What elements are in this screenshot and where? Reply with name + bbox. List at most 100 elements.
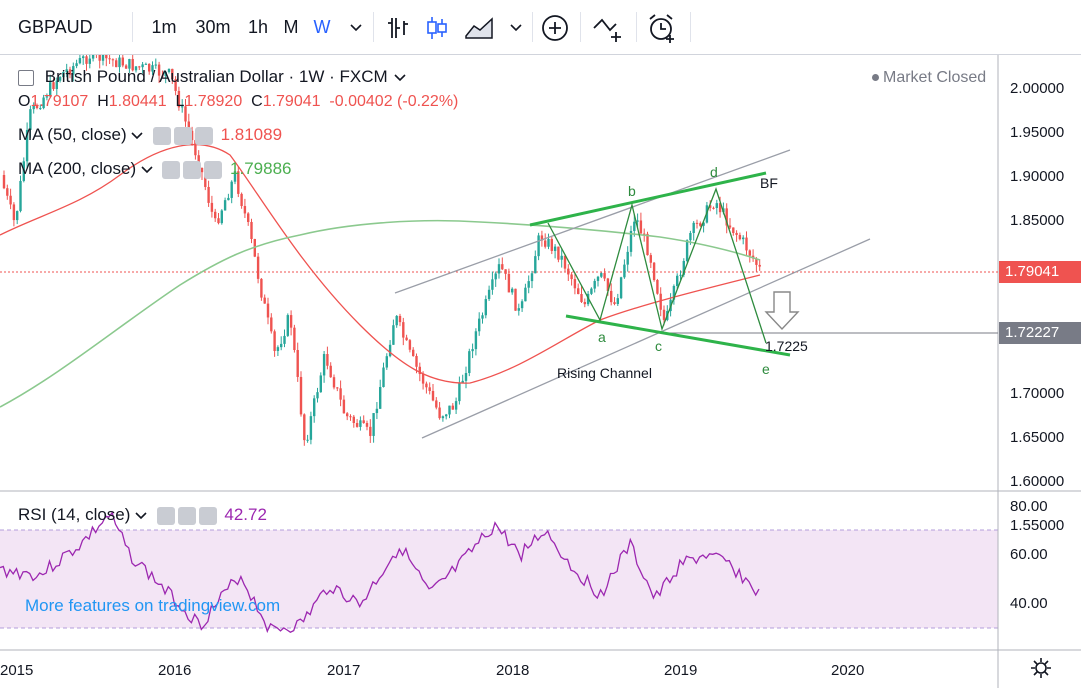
candle-body — [676, 275, 679, 287]
candle-body — [313, 398, 316, 417]
compare-icon — [593, 18, 621, 43]
area-style-button[interactable] — [462, 0, 496, 54]
candle-body — [418, 366, 421, 375]
candles-style-button[interactable] — [422, 0, 452, 54]
pattern-lower-line[interactable] — [565, 314, 791, 357]
candle-body — [421, 374, 425, 384]
interval-w-button[interactable]: W — [313, 17, 331, 37]
compare-button[interactable] — [590, 0, 626, 54]
wave-a-label: a — [598, 329, 606, 345]
candle-body — [227, 197, 230, 201]
candle-body — [72, 66, 75, 75]
chart-canvas[interactable]: 2.00000 1.95000 1.90000 1.85000 1.70000 … — [0, 55, 1081, 688]
candle-body — [689, 233, 692, 241]
ma200-legend[interactable]: MA (200, close) 1.79886 — [18, 159, 291, 179]
close-icon[interactable] — [204, 160, 223, 179]
interval-1h-button[interactable]: 1h — [247, 17, 269, 37]
candle-body — [6, 188, 9, 196]
collapse-icon[interactable] — [18, 69, 34, 86]
candle-body — [732, 227, 735, 233]
interval-1m-button[interactable]: 1m — [151, 17, 177, 37]
chevron-down-icon[interactable] — [141, 165, 153, 174]
close-icon[interactable] — [194, 126, 213, 145]
candle-body — [507, 273, 511, 293]
candle-body — [471, 349, 474, 352]
symbol-legend[interactable]: British Pound / Australian Dollar · 1W ·… — [18, 67, 406, 87]
candle-body — [319, 375, 322, 393]
level-price-tag: 1.72227 — [999, 322, 1081, 344]
candle-body — [379, 387, 382, 409]
candle-body — [448, 405, 451, 415]
candle-body — [177, 90, 181, 108]
candle-body — [583, 302, 586, 305]
candle-body — [68, 69, 72, 75]
candle-body — [78, 58, 82, 64]
ma50-legend[interactable]: MA (50, close) 1.81089 — [18, 125, 282, 145]
candle-body — [82, 56, 85, 59]
candle-body — [547, 238, 550, 247]
channel-lower-line[interactable] — [421, 238, 871, 439]
chevron-down-icon[interactable] — [394, 73, 406, 82]
candle-body — [514, 288, 517, 311]
change-value: -0.00402 (-0.22%) — [329, 93, 459, 110]
candle-body — [105, 55, 108, 59]
candle-body — [16, 211, 19, 221]
pattern-upper-line[interactable] — [529, 171, 767, 227]
alert-button[interactable] — [644, 0, 680, 54]
candle-body — [613, 302, 616, 305]
candle-body — [270, 317, 273, 332]
candle-body — [138, 66, 141, 68]
candle-body — [260, 278, 263, 298]
eye-icon[interactable] — [156, 506, 175, 525]
candle-body — [2, 175, 6, 189]
candle-body — [398, 315, 402, 323]
tradingview-watermark[interactable]: More features on tradingview.com — [25, 596, 281, 615]
candle-body — [256, 256, 260, 279]
interval-m-button[interactable]: M — [283, 17, 299, 37]
ma200-value: 1.79886 — [230, 159, 292, 178]
chevron-down-icon[interactable] — [135, 511, 147, 520]
candle-body — [646, 233, 649, 256]
close-icon[interactable] — [198, 506, 217, 525]
settings-button[interactable] — [1030, 657, 1052, 684]
candle-body — [388, 344, 392, 357]
candle-body — [359, 420, 362, 427]
candle-body — [276, 347, 280, 351]
candle-body — [738, 234, 742, 240]
bars-style-button[interactable] — [383, 0, 413, 54]
chevron-down-icon[interactable] — [131, 131, 143, 140]
candle-body — [685, 240, 689, 262]
candle-body — [524, 287, 527, 302]
gear-icon[interactable] — [177, 506, 196, 525]
candle-body — [111, 59, 115, 61]
candle-body — [619, 277, 623, 299]
symbol-search-button[interactable]: GBPAUD — [18, 17, 93, 37]
candle-body — [679, 274, 682, 276]
x-tick-label: 2017 — [327, 662, 360, 679]
high-value: 1.80441 — [108, 93, 167, 110]
chart-style-dropdown[interactable] — [504, 0, 528, 54]
chart-area[interactable]: 2.00000 1.95000 1.90000 1.85000 1.70000 … — [0, 55, 1081, 688]
eye-icon[interactable] — [162, 160, 181, 179]
channel-upper-line[interactable] — [394, 149, 791, 294]
candle-body — [454, 401, 458, 410]
candle-body — [517, 308, 520, 311]
candle-body — [240, 193, 243, 207]
rsi-legend[interactable]: RSI (14, close) 42.72 — [18, 505, 267, 525]
add-indicator-button[interactable] — [538, 0, 572, 54]
gear-icon[interactable] — [183, 160, 202, 179]
candle-body — [190, 130, 194, 141]
gear-icon[interactable] — [173, 126, 192, 145]
candle-body — [223, 200, 227, 211]
candle-body — [382, 367, 385, 388]
interval-dropdown-button[interactable] — [344, 0, 368, 54]
eye-icon[interactable] — [152, 126, 171, 145]
candle-body — [58, 77, 62, 81]
candle-body — [233, 171, 237, 182]
candle-body — [392, 325, 395, 345]
toolbar-divider — [580, 12, 581, 42]
candle-body — [204, 172, 207, 187]
candle-body — [35, 105, 39, 109]
candle-body — [174, 79, 177, 91]
interval-30m-button[interactable]: 30m — [195, 17, 231, 37]
